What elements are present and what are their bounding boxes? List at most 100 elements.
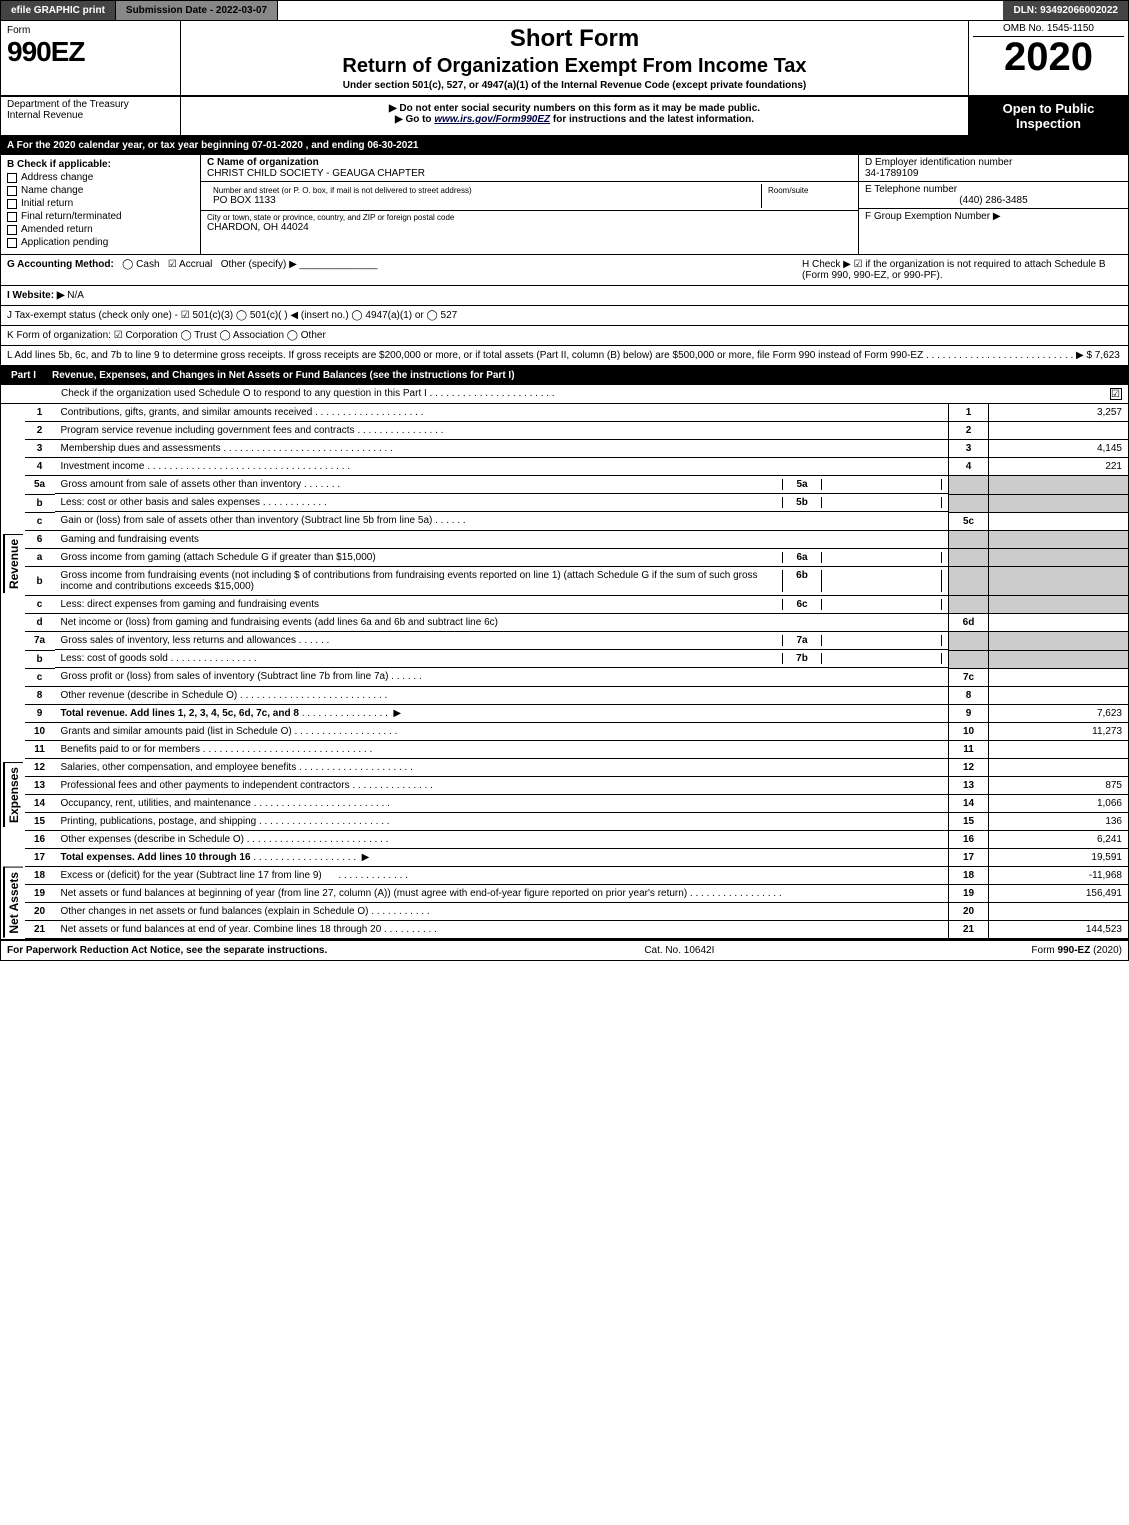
l5a-val-shaded (989, 476, 1129, 495)
l20-desc: Other changes in net assets or fund bala… (61, 906, 369, 917)
l2-val (989, 422, 1129, 440)
l17-col: 17 (949, 848, 989, 866)
l7b-sub: 7b (782, 653, 822, 664)
cb-initial-return[interactable]: Initial return (7, 198, 194, 209)
l19-col: 19 (949, 884, 989, 902)
org-name: CHRIST CHILD SOCIETY - GEAUGA CHAPTER (207, 168, 852, 179)
l19-num: 19 (25, 884, 55, 902)
l4-col: 4 (949, 458, 989, 476)
i-label: I Website: ▶ (7, 290, 65, 301)
cb-name-change-label: Name change (21, 185, 83, 196)
l7c-desc: Gross profit or (loss) from sales of inv… (61, 671, 389, 682)
l7a-val-shaded (989, 632, 1129, 651)
l7b-col-shaded (949, 650, 989, 668)
part-1-header я-header: Part I Revenue, Expenses, and Changes in… (0, 366, 1129, 385)
l17-num: 17 (25, 848, 55, 866)
instruction-row: Department of the Treasury Internal Reve… (0, 97, 1129, 136)
l5a-col-shaded (949, 476, 989, 495)
cb-name-change[interactable]: Name change (7, 185, 194, 196)
l6c-desc: Less: direct expenses from gaming and fu… (61, 599, 783, 610)
l7a-sub: 7a (782, 635, 822, 646)
l6b-val-shaded (989, 567, 1129, 596)
part-1-tag: Part I (7, 370, 40, 381)
l4-val: 221 (989, 458, 1129, 476)
form-subtitle: Under section 501(c), 527, or 4947(a)(1)… (189, 80, 960, 91)
l2-col: 2 (949, 422, 989, 440)
cb-initial-return-label: Initial return (21, 198, 73, 209)
cb-final-return[interactable]: Final return/terminated (7, 211, 194, 222)
l6a-col-shaded (949, 548, 989, 567)
l7b-num: b (25, 650, 55, 668)
l5b-subval (822, 497, 942, 508)
l1-num: 1 (25, 404, 55, 422)
l13-num: 13 (25, 776, 55, 794)
g-other[interactable]: Other (specify) ▶ (221, 259, 297, 270)
l7a-subval (822, 635, 942, 646)
l6d-col: 6d (949, 614, 989, 632)
l5c-desc: Gain or (loss) from sale of assets other… (61, 515, 433, 526)
dept-treasury: Department of the Treasury (7, 99, 174, 110)
l16-col: 16 (949, 830, 989, 848)
irs-link[interactable]: www.irs.gov/Form990EZ (434, 114, 550, 125)
l6-val-shaded (989, 530, 1129, 548)
street-value: PO BOX 1133 (213, 195, 755, 206)
l3-desc: Membership dues and assessments (61, 443, 221, 454)
l14-desc: Occupancy, rent, utilities, and maintena… (61, 798, 251, 809)
l5a-subval (822, 479, 942, 490)
l8-col: 8 (949, 686, 989, 704)
cb-application-pending-label: Application pending (21, 237, 108, 248)
efile-print-button[interactable]: efile GRAPHIC print (1, 1, 116, 20)
l5c-val (989, 512, 1129, 530)
l6c-col-shaded (949, 596, 989, 614)
instruction-link-row: ▶ Go to www.irs.gov/Form990EZ for instru… (187, 114, 962, 125)
l9-val: 7,623 (989, 704, 1129, 722)
footer-mid: Cat. No. 10642I (644, 945, 714, 956)
g-cash[interactable]: Cash (136, 259, 159, 270)
l10-val: 11,273 (989, 723, 1129, 741)
footer-left: For Paperwork Reduction Act Notice, see … (7, 945, 327, 956)
l15-col: 15 (949, 812, 989, 830)
schedule-o-checkbox[interactable]: ☑ (1110, 388, 1122, 400)
l12-val (989, 758, 1129, 776)
l20-num: 20 (25, 902, 55, 920)
l21-val: 144,523 (989, 920, 1129, 938)
l18-col: 18 (949, 867, 989, 885)
l6b-sub: 6b (782, 570, 822, 592)
submission-date: Submission Date - 2022-03-07 (116, 1, 278, 20)
department-block: Department of the Treasury Internal Reve… (1, 97, 181, 135)
part-1-check-text: Check if the organization used Schedule … (61, 388, 555, 400)
l18-num: 18 (25, 867, 55, 885)
cb-address-change-label: Address change (21, 172, 93, 183)
g-accrual[interactable]: Accrual (179, 259, 212, 270)
page-footer: For Paperwork Reduction Act Notice, see … (0, 939, 1129, 961)
l16-num: 16 (25, 830, 55, 848)
cb-address-change[interactable]: Address change (7, 172, 194, 183)
room-label: Room/suite (768, 186, 846, 195)
cb-amended-return-label: Amended return (21, 224, 93, 235)
cb-amended-return[interactable]: Amended return (7, 224, 194, 235)
cb-application-pending[interactable]: Application pending (7, 237, 194, 248)
net-assets-section: Net Assets 18Excess or (deficit) for the… (0, 867, 1129, 939)
part-1-title: Revenue, Expenses, and Changes in Net As… (52, 370, 515, 381)
ein-value: 34-1789109 (865, 168, 1122, 179)
g-label: G Accounting Method: (7, 259, 114, 270)
dept-irs: Internal Revenue (7, 110, 174, 121)
l21-desc: Net assets or fund balances at end of ye… (61, 924, 382, 935)
row-i-website: I Website: ▶ N/A (0, 286, 1129, 306)
l5a-sub: 5a (782, 479, 822, 490)
city-value: CHARDON, OH 44024 (207, 222, 852, 233)
phone-label: E Telephone number (865, 184, 1122, 195)
l9-num: 9 (25, 704, 55, 722)
form-number: 990EZ (7, 36, 174, 68)
expenses-section: Expenses 10Grants and similar amounts pa… (0, 723, 1129, 867)
l4-desc: Investment income (61, 461, 145, 472)
footer-right: Form 990-EZ (2020) (1031, 945, 1122, 956)
tax-year: 2020 (973, 37, 1124, 77)
l13-val: 875 (989, 776, 1129, 794)
l6a-num: a (25, 548, 55, 567)
l10-num: 10 (25, 723, 55, 741)
street-label: Number and street (or P. O. box, if mail… (213, 186, 755, 195)
l19-desc: Net assets or fund balances at beginning… (61, 888, 688, 899)
l6d-desc: Net income or (loss) from gaming and fun… (55, 614, 949, 632)
l6b-subval (822, 570, 942, 592)
